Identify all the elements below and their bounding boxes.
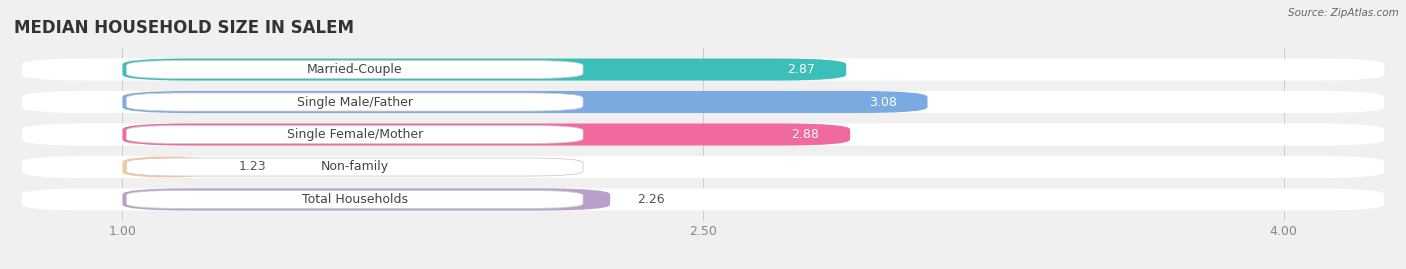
- FancyBboxPatch shape: [22, 123, 1384, 146]
- FancyBboxPatch shape: [127, 61, 583, 79]
- Text: Total Households: Total Households: [302, 193, 408, 206]
- FancyBboxPatch shape: [22, 58, 1384, 81]
- FancyBboxPatch shape: [22, 156, 1384, 178]
- FancyBboxPatch shape: [127, 190, 583, 208]
- Text: MEDIAN HOUSEHOLD SIZE IN SALEM: MEDIAN HOUSEHOLD SIZE IN SALEM: [14, 19, 354, 37]
- FancyBboxPatch shape: [122, 188, 610, 211]
- Text: 3.08: 3.08: [869, 95, 897, 108]
- FancyBboxPatch shape: [122, 123, 851, 146]
- FancyBboxPatch shape: [127, 158, 583, 176]
- Text: 2.88: 2.88: [792, 128, 820, 141]
- Text: 2.26: 2.26: [637, 193, 665, 206]
- FancyBboxPatch shape: [122, 156, 211, 178]
- Text: Single Female/Mother: Single Female/Mother: [287, 128, 423, 141]
- FancyBboxPatch shape: [122, 91, 928, 113]
- Text: 1.23: 1.23: [239, 161, 266, 174]
- FancyBboxPatch shape: [22, 91, 1384, 113]
- Text: Non-family: Non-family: [321, 161, 388, 174]
- FancyBboxPatch shape: [127, 93, 583, 111]
- FancyBboxPatch shape: [22, 188, 1384, 211]
- Text: 2.87: 2.87: [787, 63, 815, 76]
- Text: Married-Couple: Married-Couple: [307, 63, 402, 76]
- FancyBboxPatch shape: [122, 58, 846, 81]
- FancyBboxPatch shape: [127, 125, 583, 144]
- Text: Source: ZipAtlas.com: Source: ZipAtlas.com: [1288, 8, 1399, 18]
- Text: Single Male/Father: Single Male/Father: [297, 95, 412, 108]
